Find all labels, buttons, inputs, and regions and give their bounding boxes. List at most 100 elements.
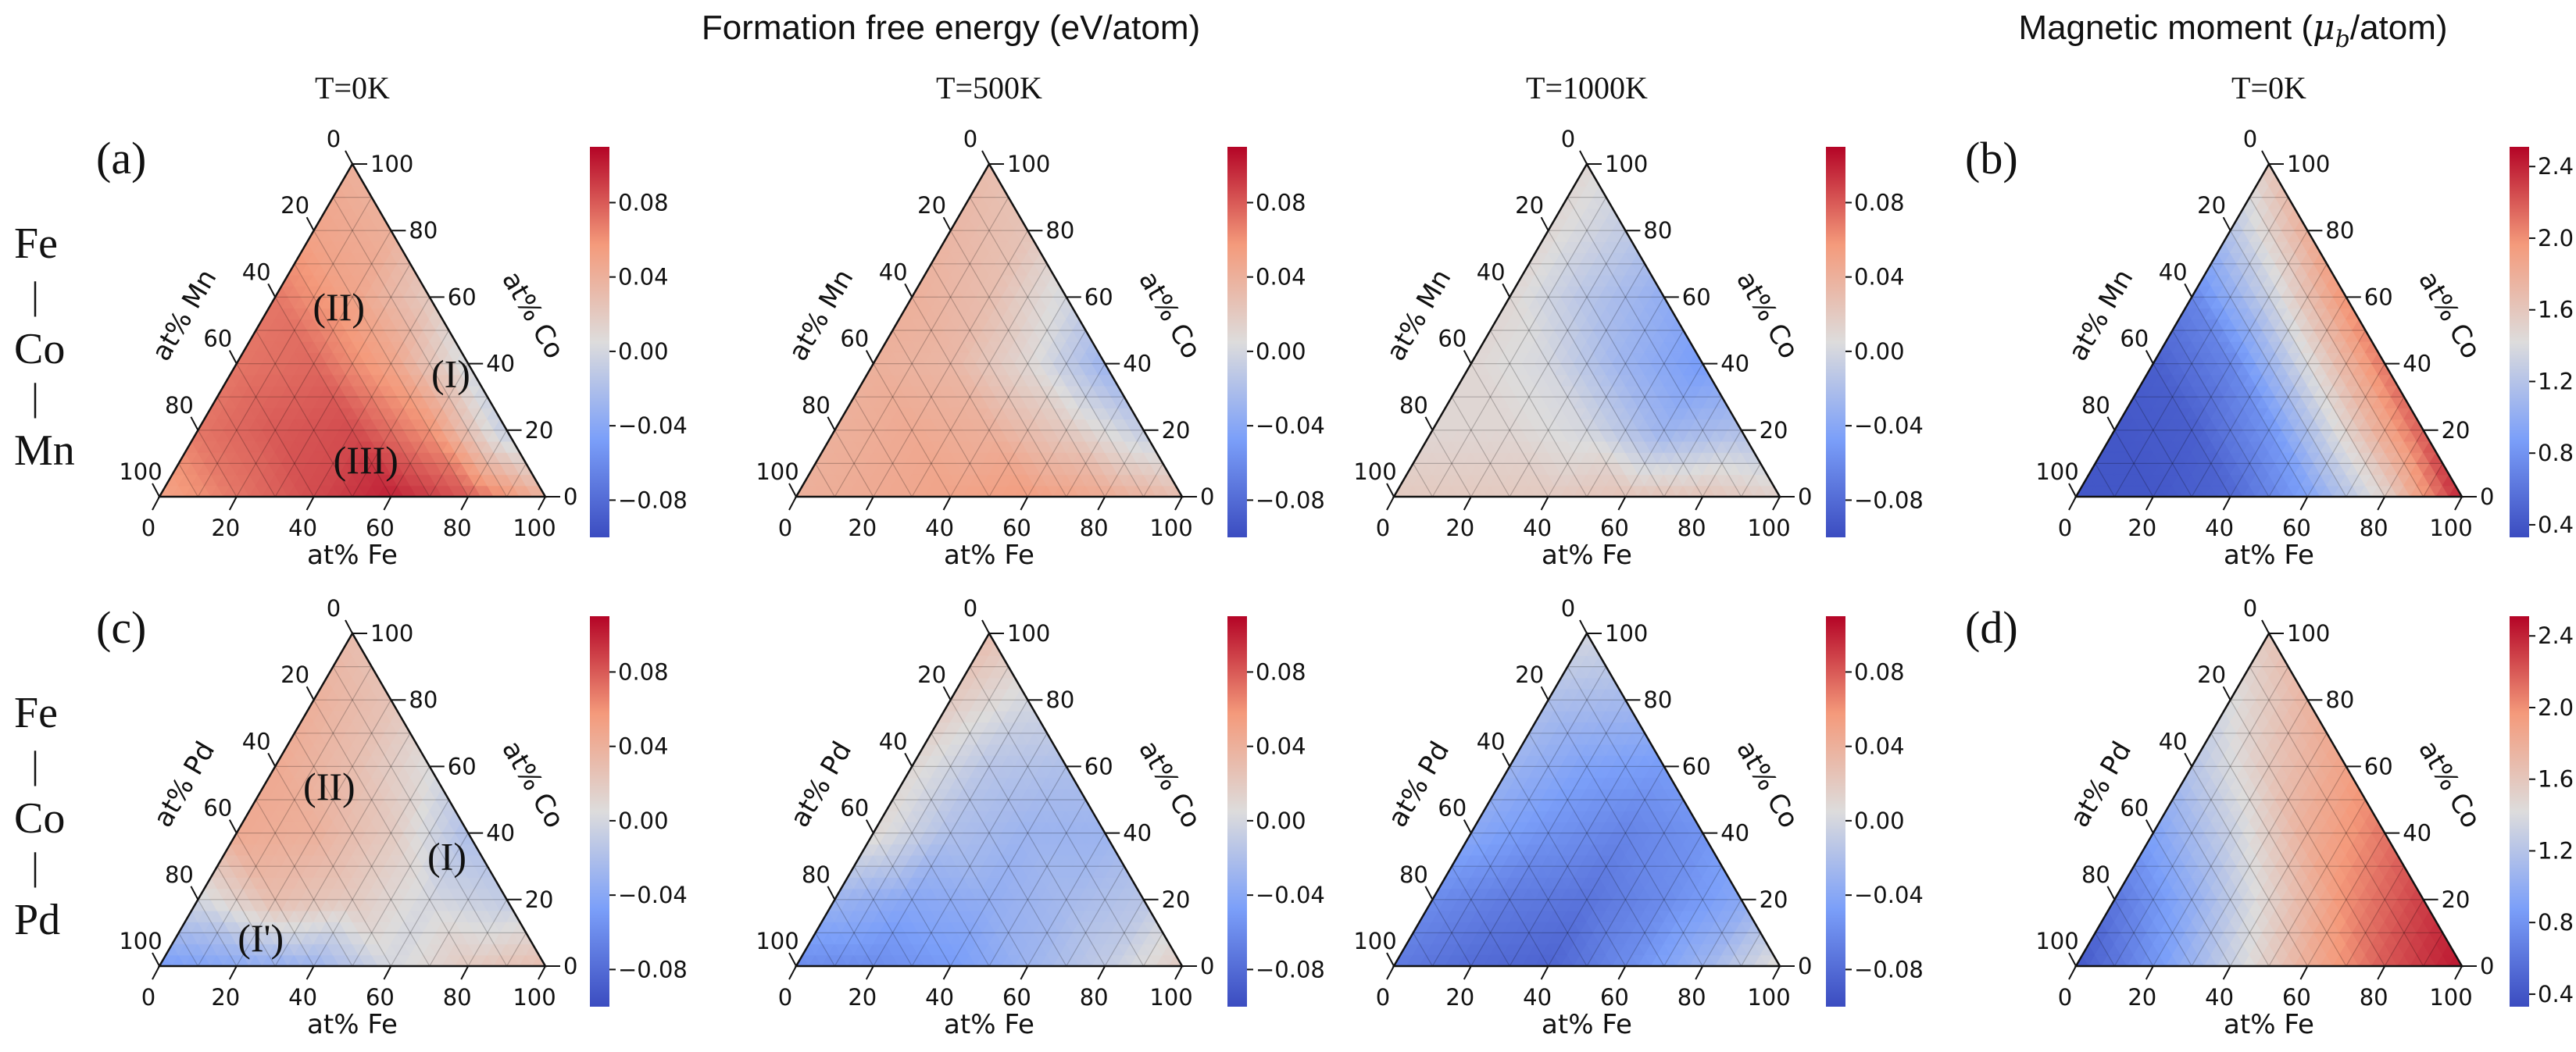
colorbar-gradient: [2510, 147, 2529, 537]
co-axis-tick-label: 20: [1162, 417, 1191, 444]
fe-axis-tick-label: 40: [2205, 515, 2234, 541]
colorbar-tick-label: −0.08: [618, 956, 688, 982]
co-axis-label: at% Co: [1730, 266, 1805, 364]
row-label-element: Fe: [14, 219, 58, 268]
left-axis-tick: [228, 350, 238, 365]
co-axis-tick-label: 0: [1200, 483, 1214, 510]
fe-axis-tick: [788, 496, 797, 511]
left-axis-tick: [865, 350, 874, 365]
colorbar-tick-label: 0.00: [1854, 338, 1905, 365]
co-axis-tick-label: 80: [2325, 217, 2354, 244]
colorbar: 0.08 0.04 0.00 −0.04 −0.08: [1826, 147, 1924, 537]
left-axis-tick: [190, 416, 199, 431]
left-axis-tick: [152, 952, 160, 967]
fe-axis-tick: [1463, 496, 1472, 511]
temperature-title: T=0K: [315, 70, 390, 105]
co-axis-label: at% Co: [2412, 266, 2487, 364]
colorbar-gradient: [1826, 147, 1845, 537]
fe-axis-tick-label: 100: [1747, 515, 1790, 541]
left-axis-tick-label: 20: [280, 192, 309, 219]
fe-axis-tick-label: 100: [513, 984, 556, 1011]
left-axis-tick: [788, 483, 797, 497]
left-axis-tick-label: 0: [1561, 126, 1575, 152]
fe-axis-tick: [538, 496, 546, 511]
colorbar-tick-label: 0.04: [1854, 264, 1905, 291]
co-axis-tick-label: 20: [1760, 417, 1788, 444]
fe-axis-tick: [1386, 496, 1395, 511]
colorbar: 0.080.040.00−0.04−0.08: [1227, 147, 1325, 537]
magnetic-moment-title: Magnetic moment (μb/atom): [2018, 8, 2447, 53]
fe-axis-tick-label: 60: [2282, 515, 2311, 541]
colorbar-tick-label: 0.08: [1854, 189, 1905, 216]
region-label: (III): [334, 438, 398, 482]
row-label-element: Co: [14, 325, 65, 373]
ternary-panel-0: 000202020404040606060808080100100100at% …: [96, 70, 688, 571]
left-axis-tick: [904, 283, 913, 298]
fe-axis-tick: [1540, 496, 1549, 511]
left-axis-tick-label: 60: [840, 326, 869, 352]
colorbar: 0.080.040.00−0.04−0.08: [590, 147, 688, 537]
left-axis-tick-label: 0: [327, 126, 341, 152]
colorbar-tick-label: 0.00: [618, 338, 669, 365]
left-axis-tick-label: 100: [119, 928, 162, 954]
co-axis-tick-label: 60: [1084, 284, 1113, 310]
left-axis-tick-label: 100: [2035, 458, 2078, 485]
row-label-element: Mn: [14, 426, 75, 475]
left-axis-tick-label: 40: [1477, 259, 1506, 285]
fe-axis-tick-label: 0: [2058, 515, 2072, 541]
co-axis-tick-label: 80: [409, 686, 438, 713]
co-axis-tick-label: 60: [1682, 284, 1711, 310]
fe-axis-tick-label: 100: [513, 515, 556, 541]
row-label-element: Co: [14, 794, 65, 843]
fe-axis-label: at% Fe: [1542, 540, 1632, 571]
co-axis-tick-label: 20: [525, 417, 554, 444]
region-label: (I): [431, 351, 470, 395]
colorbar-tick-label: 0.04: [618, 733, 669, 760]
colorbar-tick-label: −0.04: [618, 882, 688, 908]
left-axis-tick-label: 100: [756, 458, 799, 485]
colorbar-tick-label: 2.0: [2538, 225, 2574, 251]
row-label-separator: |: [31, 273, 39, 317]
left-axis-tick-label: 80: [1399, 392, 1428, 419]
co-axis-tick-label: 20: [525, 886, 554, 913]
left-axis-tick-label: 0: [327, 595, 341, 622]
fe-axis-tick: [942, 496, 952, 511]
fe-axis-tick: [1020, 496, 1029, 511]
left-axis-tick: [981, 150, 990, 165]
fe-axis-tick: [2222, 496, 2231, 511]
colorbar-tick-label: −0.08: [1854, 487, 1924, 513]
co-axis-tick-label: 40: [2403, 351, 2431, 377]
co-axis-tick-label: 80: [409, 217, 438, 244]
left-axis-tick: [267, 752, 277, 767]
left-axis-tick: [827, 416, 836, 431]
left-axis-tick-label: 60: [2120, 326, 2149, 352]
left-axis-tick: [305, 686, 315, 701]
co-axis-tick-label: 80: [1045, 217, 1074, 244]
fe-axis-tick-label: 40: [925, 515, 954, 541]
fe-axis-tick-label: 20: [211, 984, 240, 1011]
fe-axis-tick: [1772, 496, 1781, 511]
left-axis-tick-label: 100: [1353, 458, 1396, 485]
fe-axis-tick-label: 100: [2429, 515, 2472, 541]
co-axis-tick-label: 0: [1798, 483, 1812, 510]
colorbar-tick-label: 0.00: [1256, 338, 1306, 365]
left-axis-tick: [1424, 416, 1434, 431]
fe-axis-tick: [228, 965, 238, 980]
colorbar-gradient: [1227, 147, 1247, 537]
fe-axis-tick-label: 100: [1149, 515, 1192, 541]
co-axis-tick-label: 100: [1605, 151, 1648, 177]
left-axis-tick: [152, 483, 160, 497]
fe-axis-tick-label: 80: [2360, 515, 2388, 541]
co-axis-tick-label: 0: [563, 483, 577, 510]
ternary-panel-2: 000202020404040606060808080100100100at% …: [1353, 70, 1924, 571]
left-axis-tick: [305, 216, 315, 231]
co-axis-label: at% Co: [495, 266, 570, 364]
colorbar-tick-label: −0.04: [1854, 412, 1924, 439]
heatmap: [159, 163, 546, 497]
left-axis-tick-label: 0: [963, 126, 977, 152]
left-axis-tick-label: 40: [2159, 259, 2188, 285]
magnetic-title-prefix: Magnetic moment (: [2018, 9, 2313, 47]
formation-energy-title: Formation free energy (eV/atom): [702, 9, 1200, 47]
co-axis-tick-label: 100: [370, 151, 413, 177]
fe-axis-tick: [383, 965, 392, 980]
